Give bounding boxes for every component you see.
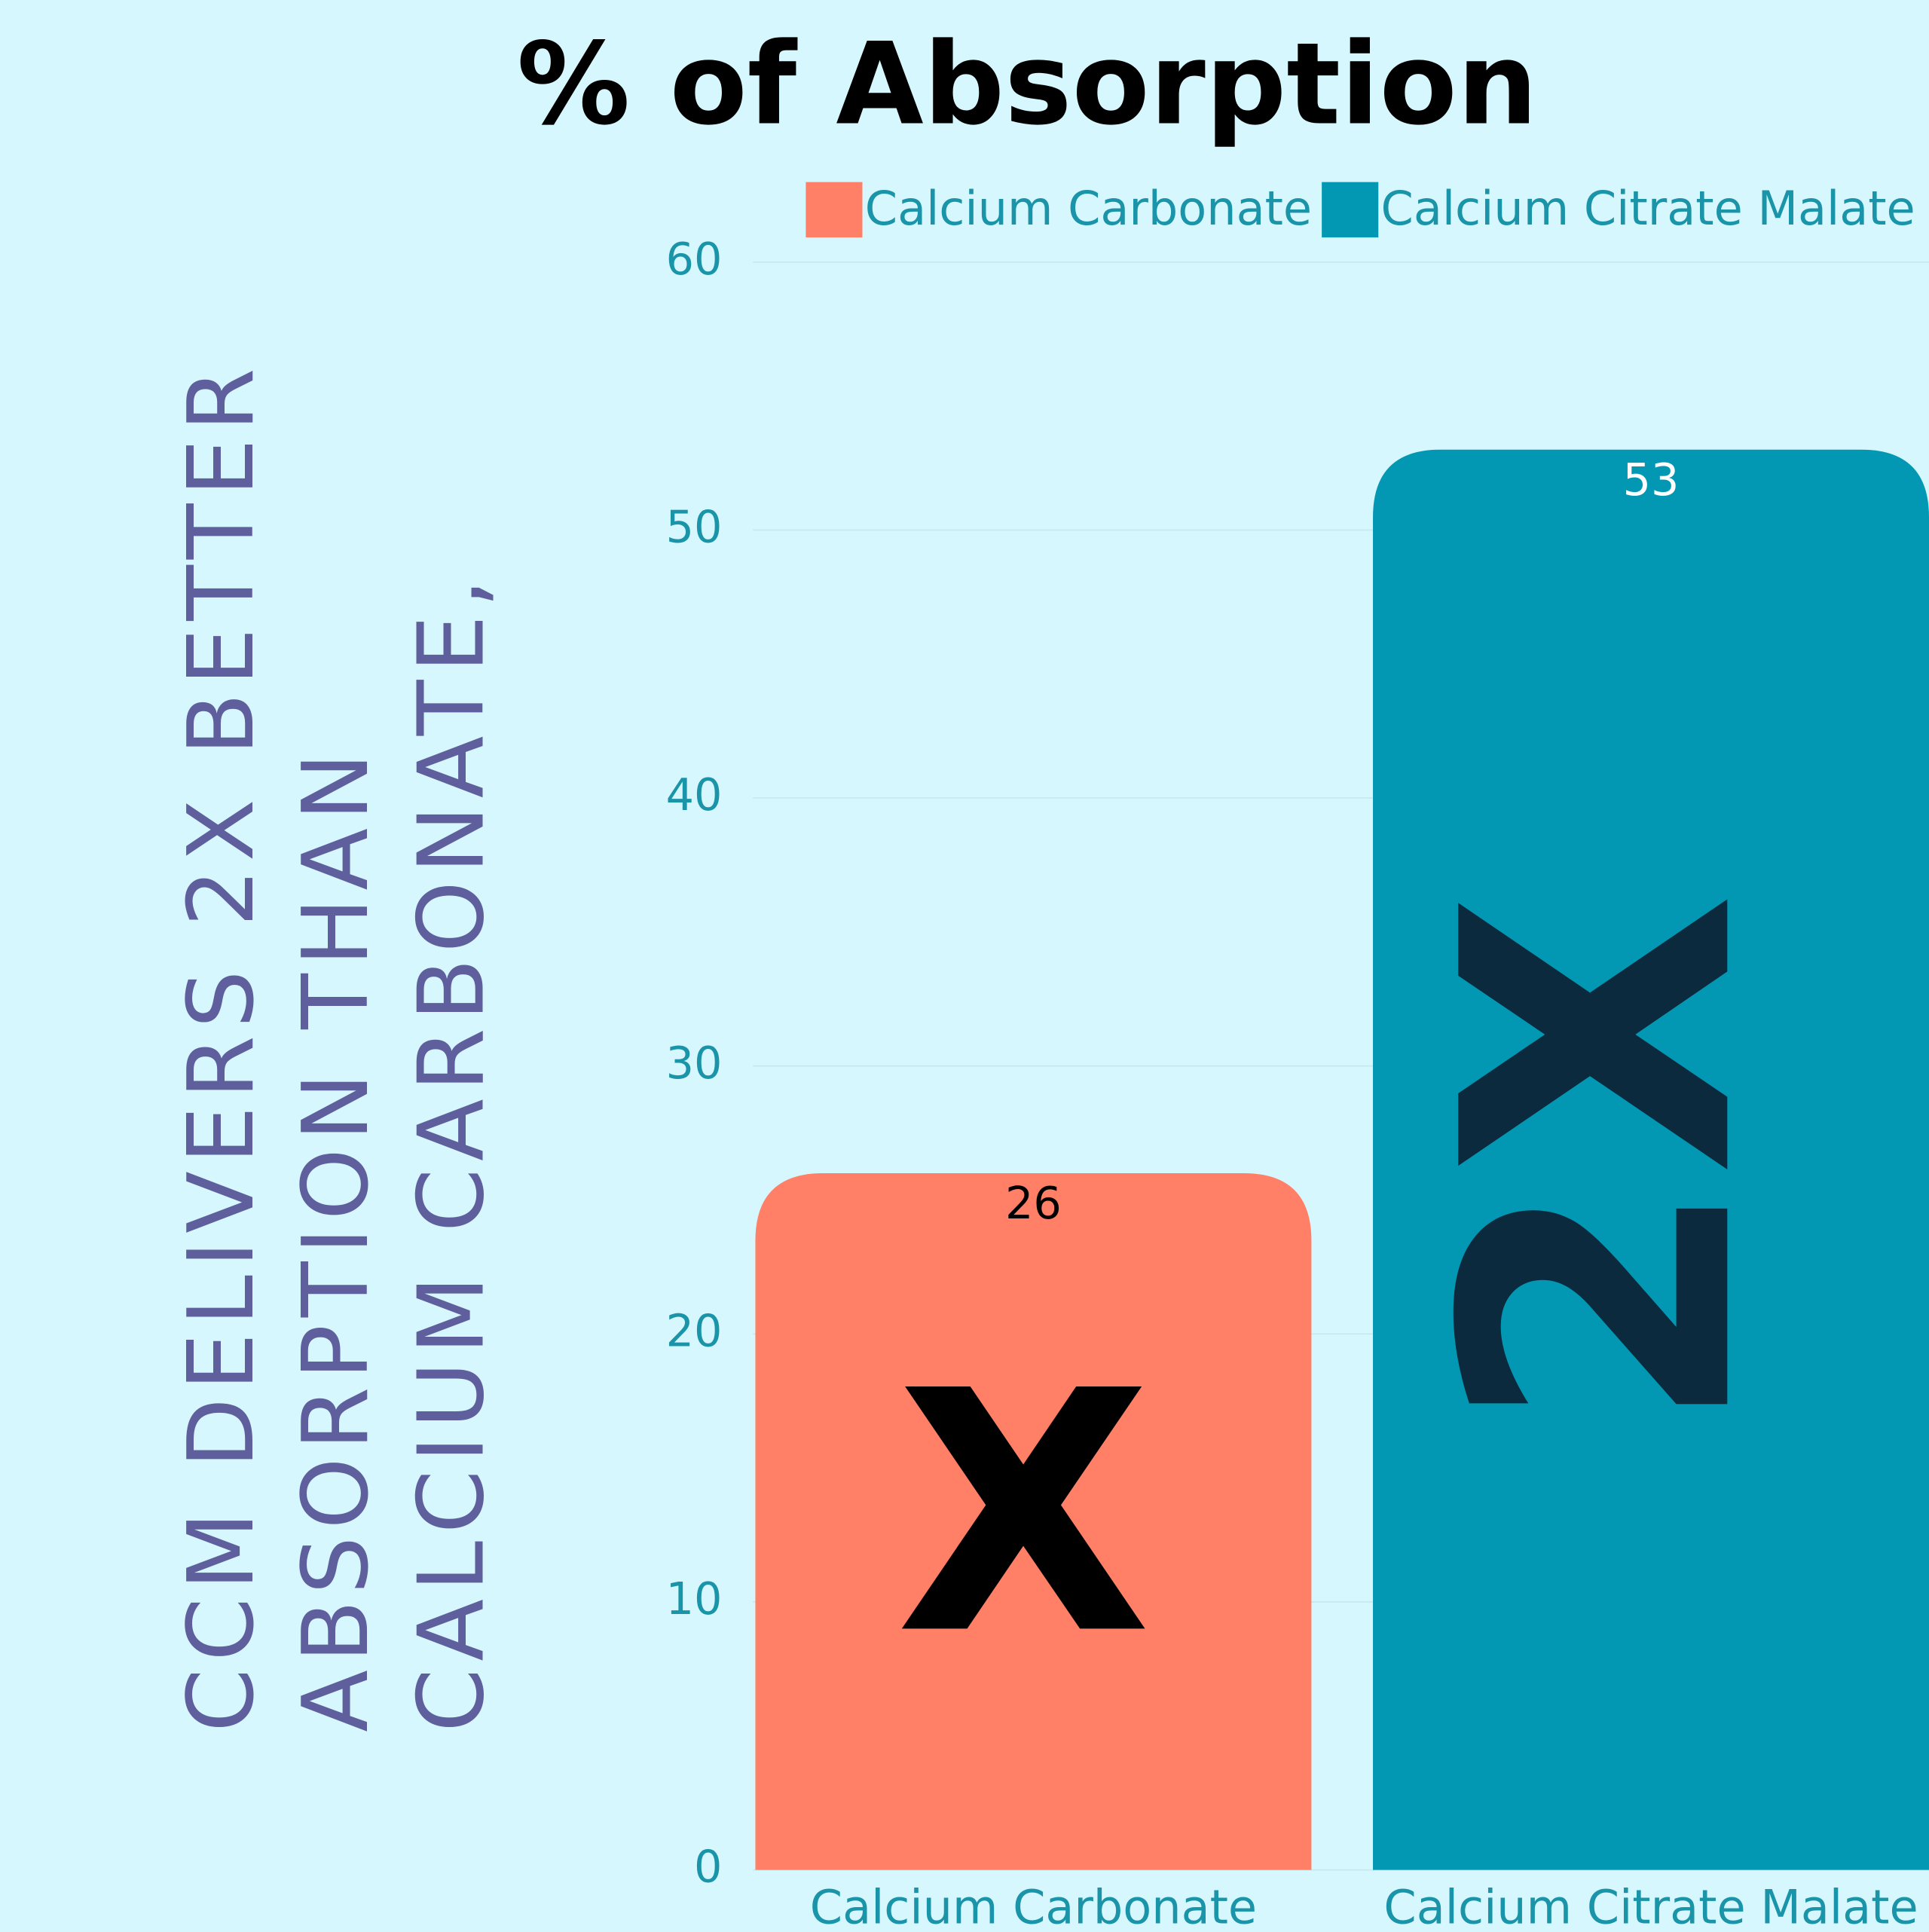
y-tick-label: 20 <box>666 1304 723 1356</box>
bar-annotation: 2X <box>1384 892 1814 1433</box>
bar-annotation: X <box>895 1320 1151 1707</box>
y-tick-label: 60 <box>666 233 723 285</box>
value-label: 26 <box>1005 1177 1062 1229</box>
legend-swatch <box>806 182 863 238</box>
x-tick-label: Calcium Carbonate <box>810 1880 1257 1929</box>
legend-swatch <box>1322 182 1379 238</box>
legend-label: Calcium Carbonate <box>865 181 1312 236</box>
side-text: ABSORPTION THAN <box>283 745 389 1732</box>
side-text: CALCIUM CARBONATE, <box>399 571 505 1732</box>
bar <box>1373 449 1929 1870</box>
y-tick-label: 30 <box>666 1037 723 1089</box>
value-label: 53 <box>1623 454 1680 506</box>
chart-title: % of Absorption <box>517 19 1538 150</box>
y-tick-label: 10 <box>666 1573 723 1625</box>
x-tick-label: Calcium Citrate Malate <box>1383 1880 1918 1929</box>
y-tick-label: 0 <box>694 1841 722 1893</box>
legend-label: Calcium Citrate Malate <box>1381 181 1915 236</box>
bar <box>755 1172 1312 1870</box>
y-tick-label: 40 <box>666 769 723 821</box>
side-text: CCM DELIVERS 2X BETTER <box>169 361 274 1732</box>
y-tick-label: 50 <box>666 501 723 553</box>
